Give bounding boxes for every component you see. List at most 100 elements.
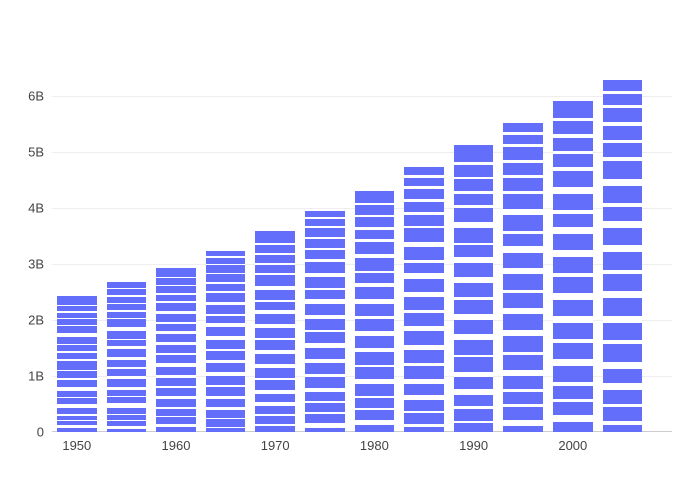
bar-gap — [404, 326, 444, 331]
bar-gap — [454, 355, 494, 358]
bar[interactable] — [206, 251, 246, 432]
bar-gap — [206, 336, 246, 340]
bar-gap — [156, 407, 196, 409]
bar-gap — [355, 420, 395, 425]
bar-gap — [404, 199, 444, 202]
bar-gap — [255, 286, 295, 290]
bar-gap — [553, 118, 593, 121]
bar-gap — [355, 215, 395, 217]
bar-gap — [305, 423, 345, 427]
bar-gap — [553, 316, 593, 323]
bar-gap — [206, 302, 246, 306]
bar-gap — [404, 212, 444, 215]
bar-gap — [404, 292, 444, 297]
bar-gap — [206, 360, 246, 364]
bar-gap — [355, 271, 395, 273]
bar[interactable] — [603, 80, 643, 432]
bar-gap — [305, 217, 345, 219]
bar-gap — [107, 367, 147, 369]
bar-gap — [57, 414, 97, 415]
bar-gap — [355, 227, 395, 229]
bar-gap — [454, 277, 494, 283]
bar-gap — [107, 414, 147, 416]
bar-gap — [305, 315, 345, 319]
bar-gap — [503, 144, 543, 147]
bar[interactable] — [503, 123, 543, 432]
bar-gap — [503, 308, 543, 314]
bar-gap — [305, 248, 345, 250]
x-tick-label: 1980 — [360, 438, 389, 453]
bar-gap — [107, 403, 147, 408]
bar-gap — [553, 359, 593, 366]
bar-gap — [156, 331, 196, 334]
y-tick-label: 2B — [28, 312, 44, 327]
bar-gap — [305, 374, 345, 376]
bar-gap — [107, 396, 147, 398]
bar[interactable] — [57, 296, 97, 432]
bar-gap — [305, 273, 345, 277]
bar-gap — [305, 343, 345, 347]
bar-gap — [57, 351, 97, 354]
bar-gap — [206, 282, 246, 284]
bar-gap — [503, 160, 543, 163]
bar-gap — [57, 378, 97, 381]
bar-gap — [305, 299, 345, 303]
bar-gap — [503, 132, 543, 135]
bar[interactable] — [404, 167, 444, 432]
bar-gap — [156, 293, 196, 295]
bar-gap — [404, 186, 444, 189]
bar-gap — [454, 389, 494, 395]
bar-gap — [156, 322, 196, 324]
bar-gap — [107, 318, 147, 320]
bar-gap — [305, 237, 345, 239]
bar-gap — [107, 339, 147, 341]
bar[interactable] — [305, 211, 345, 432]
bar-gap — [255, 300, 295, 302]
bar-gap — [454, 314, 494, 320]
bar[interactable] — [255, 231, 295, 432]
bar-gap — [107, 346, 147, 349]
bar-gap — [553, 210, 593, 213]
bar[interactable] — [454, 145, 494, 432]
bar-gap — [156, 386, 196, 388]
x-tick-label: 1970 — [261, 438, 290, 453]
bar-gap — [255, 310, 295, 314]
y-tick-label: 6B — [28, 88, 44, 103]
bar-gap — [156, 277, 196, 279]
bar-gap — [404, 395, 444, 400]
bar-gap — [107, 327, 147, 332]
bar-gap — [206, 372, 246, 376]
x-tick-label: 2000 — [558, 438, 587, 453]
bar-gap — [454, 243, 494, 246]
bar-gap — [255, 390, 295, 394]
bar[interactable] — [107, 282, 147, 432]
bar-gap — [404, 226, 444, 229]
bar-gap — [603, 203, 643, 207]
bar-gap — [206, 396, 246, 400]
bar-gap — [454, 372, 494, 378]
bar[interactable] — [156, 268, 196, 432]
bar-gap — [255, 273, 295, 275]
bar-gap — [553, 227, 593, 234]
bar-gap — [57, 318, 97, 319]
bar-gap — [553, 134, 593, 137]
bar[interactable] — [553, 101, 593, 432]
bar-gap — [404, 411, 444, 414]
bar-gap — [206, 314, 246, 316]
bar[interactable] — [355, 191, 395, 432]
bar-gap — [355, 331, 395, 336]
y-tick-label: 4B — [28, 200, 44, 215]
y-tick-label: 1B — [28, 368, 44, 383]
bar-gap — [454, 406, 494, 409]
bar-gap — [454, 257, 494, 263]
bar-gap — [156, 342, 196, 345]
bar-gap — [255, 378, 295, 380]
bar-gap — [603, 122, 643, 126]
bar-gap — [305, 401, 345, 403]
bar-gap — [305, 359, 345, 363]
bar-gap — [553, 293, 593, 300]
bar-gap — [206, 418, 246, 420]
bar-gap — [305, 226, 345, 228]
bar-gap — [255, 338, 295, 340]
bar-gap — [206, 323, 246, 327]
